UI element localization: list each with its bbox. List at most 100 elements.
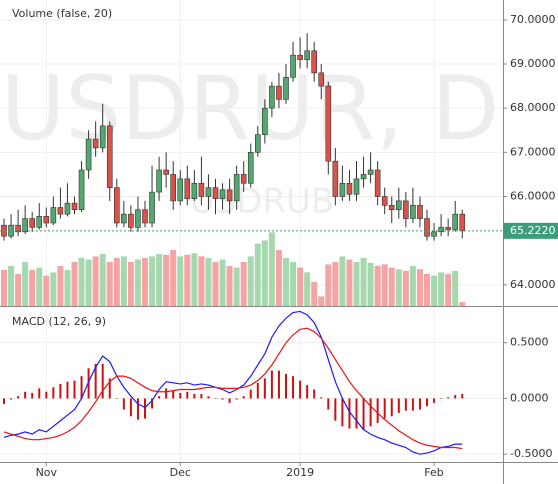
candle-body: [283, 76, 289, 100]
histogram-bar: [115, 398, 118, 399]
volume-bar: [388, 267, 395, 306]
histogram-bar: [186, 391, 189, 399]
y-tick-label: 0.0000: [510, 391, 549, 404]
histogram-bar: [418, 398, 421, 410]
volume-bar: [43, 275, 50, 306]
candle-body: [367, 169, 374, 175]
histogram-bar: [362, 398, 365, 430]
volume-bar: [205, 258, 212, 306]
candle-body: [459, 213, 466, 232]
volume-bar: [290, 262, 297, 306]
candle-body: [106, 125, 113, 188]
volume-bar: [297, 267, 304, 306]
histogram-bar: [299, 380, 302, 399]
histogram-bar: [327, 398, 330, 410]
candle-body: [353, 178, 360, 195]
candle-body: [184, 178, 191, 200]
histogram-bar: [158, 396, 161, 399]
candle-body: [339, 182, 346, 197]
watermark-sub: USDRUB: [190, 182, 334, 222]
volume-bar: [452, 270, 459, 306]
candle-body: [71, 202, 78, 211]
candle-body: [395, 200, 402, 211]
volume-legend: Volume (false, 20): [12, 7, 112, 20]
candle-body: [99, 125, 106, 149]
candle-body: [247, 152, 254, 184]
candle-body: [177, 178, 184, 202]
histogram-bar: [390, 398, 393, 417]
x-tick-label: Nov: [36, 466, 58, 479]
candle-body: [43, 216, 50, 224]
volume-bar: [353, 262, 360, 306]
y-tick-label: 66.0000: [510, 189, 556, 202]
volume-bar: [233, 267, 240, 306]
histogram-bar: [24, 391, 27, 399]
candle-body: [205, 187, 212, 197]
volume-bar: [247, 256, 254, 306]
histogram-bar: [277, 370, 280, 399]
histogram-bar: [179, 392, 182, 399]
histogram-bar: [94, 363, 97, 399]
volume-bar: [311, 282, 318, 306]
volume-bar: [177, 256, 184, 306]
candle-body: [50, 207, 57, 224]
volume-bar: [438, 272, 445, 306]
histogram-bar: [285, 373, 287, 399]
histogram-bar: [10, 398, 13, 400]
candle-body: [36, 216, 43, 228]
candle-body: [325, 85, 332, 162]
histogram-bar: [270, 370, 273, 399]
histogram-bar: [207, 396, 210, 399]
volume-bar: [85, 259, 92, 306]
candle-body: [226, 189, 233, 202]
candle-body: [163, 169, 169, 175]
volume-bar: [283, 258, 289, 306]
histogram-bar: [454, 395, 457, 399]
volume-bar: [134, 259, 141, 306]
x-tick-label: Dec: [170, 466, 191, 479]
volume-bar: [240, 262, 247, 306]
histogram-bar: [144, 398, 146, 419]
volume-bar: [120, 256, 127, 306]
histogram-bar: [376, 398, 379, 423]
histogram-bar: [411, 398, 414, 411]
volume-bar: [29, 270, 36, 306]
indicator-line: [3, 327, 463, 450]
macd-legend: MACD (12, 26, 9): [12, 315, 106, 328]
volume-bar: [445, 274, 452, 306]
candle-body: [346, 182, 353, 195]
candle-body: [381, 196, 388, 206]
volume-bar: [416, 269, 423, 306]
volume-bar: [170, 250, 177, 306]
histogram-bar: [369, 398, 372, 427]
candle-body: [374, 169, 381, 197]
candle-body: [15, 224, 21, 233]
volume-bar: [409, 266, 416, 306]
candle-body: [240, 174, 247, 184]
histogram-bar: [341, 398, 344, 427]
volume-bar: [219, 259, 226, 306]
volume-bar: [395, 269, 402, 306]
y-tick-label: 68.0000: [510, 101, 556, 114]
candle-body: [304, 50, 310, 60]
candle-body: [290, 54, 296, 78]
histogram-bar: [263, 378, 266, 399]
candle-body: [22, 218, 28, 233]
histogram-bar: [228, 398, 231, 403]
volume-bar: [99, 254, 106, 306]
histogram-bar: [292, 376, 295, 399]
candle-body: [452, 213, 459, 230]
volume-bar: [113, 258, 120, 306]
y-tick-label: 70.0000: [510, 13, 556, 26]
candle-body: [388, 205, 395, 211]
histogram-bar: [320, 397, 323, 399]
histogram-bar: [17, 396, 20, 399]
last-price-label: 65.2220: [510, 224, 556, 237]
candle-body: [262, 107, 268, 135]
candle-body: [64, 202, 71, 215]
volume-bar: [71, 262, 78, 306]
candle-body: [233, 174, 240, 202]
x-tick-label: Feb: [424, 466, 443, 479]
volume-bar: [318, 296, 325, 306]
candle-body: [191, 182, 198, 200]
